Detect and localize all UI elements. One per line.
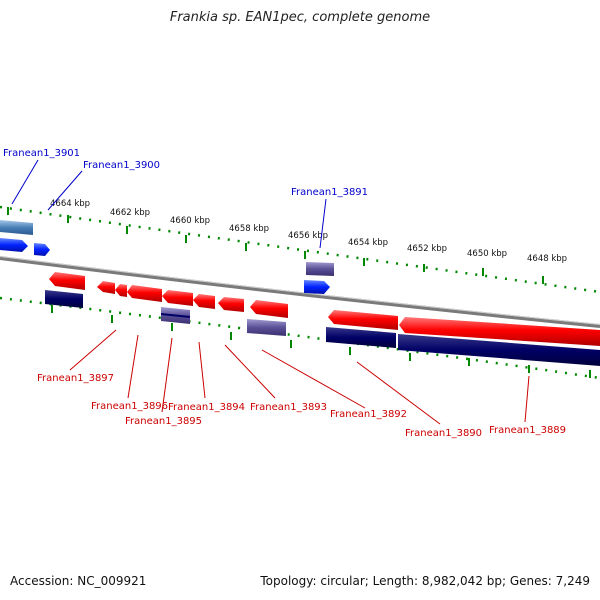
lower-major-ticks: [51, 305, 591, 378]
forward-strand-features: [0, 220, 334, 294]
gene-block: [398, 334, 600, 366]
gene-label-franean1-3893: Franean1_3893: [250, 402, 327, 413]
gene-label-franean1-3891: Franean1_3891: [291, 187, 368, 198]
top-gene-labels: Franean1_3901 Franean1_3900 Franean1_389…: [3, 148, 368, 198]
gene-label-franean1-3896: Franean1_3896: [91, 401, 168, 412]
bottom-gene-labels: Franean1_3897 Franean1_3896 Franean1_389…: [37, 373, 566, 439]
scale-labels: 4664 kbp 4662 kbp 4660 kbp 4658 kbp 4656…: [50, 199, 567, 264]
gene-arrow: [97, 281, 115, 294]
tick-label: 4648 kbp: [527, 254, 567, 264]
gene-block: [0, 220, 33, 235]
gene-label-franean1-3900: Franean1_3900: [83, 160, 160, 171]
tick-label: 4654 kbp: [348, 238, 388, 248]
tick-label: 4664 kbp: [50, 199, 90, 209]
gene-block: [326, 327, 396, 348]
gene-arrow: [115, 284, 127, 297]
top-leader-lines: [11, 159, 327, 249]
accession-text: Accession: NC_009921: [10, 574, 147, 588]
gene-label-franean1-3890: Franean1_3890: [405, 428, 482, 439]
genome-title: Frankia sp. EAN1pec, complete genome: [169, 10, 431, 25]
gene-arrow: [218, 297, 244, 312]
reverse-strand-features: [45, 272, 600, 366]
tick-label: 4662 kbp: [110, 208, 150, 218]
gene-arrow: [328, 310, 398, 330]
bottom-leader-lines: [69, 329, 530, 425]
gene-label-franean1-3895: Franean1_3895: [125, 416, 202, 427]
genome-backbone: [0, 256, 600, 328]
gene-label-franean1-3892: Franean1_3892: [330, 409, 407, 420]
gene-block: [306, 262, 334, 276]
gene-block: [247, 319, 286, 336]
gene-arrow: [34, 243, 50, 256]
tick-label: 4660 kbp: [170, 216, 210, 226]
gene-arrow: [250, 300, 288, 318]
gene-arrow: [399, 317, 600, 346]
gene-label-franean1-3897: Franean1_3897: [37, 373, 114, 384]
tick-label: 4650 kbp: [467, 249, 507, 259]
gene-arrow: [304, 280, 330, 294]
genome-summary-text: Topology: circular; Length: 8,982,042 bp…: [260, 574, 590, 588]
tick-label: 4652 kbp: [407, 244, 447, 254]
gene-arrow: [162, 290, 193, 306]
gene-label-franean1-3894: Franean1_3894: [168, 402, 245, 413]
gene-arrow: [193, 294, 215, 309]
gene-label-franean1-3889: Franean1_3889: [489, 425, 566, 436]
tick-label: 4656 kbp: [288, 231, 328, 241]
tick-label: 4658 kbp: [229, 224, 269, 234]
gene-arrow: [0, 238, 28, 252]
gene-arrow: [49, 272, 85, 290]
upper-scale-line: [0, 205, 600, 294]
gene-arrow: [127, 285, 162, 302]
lower-scale-line: [0, 296, 600, 380]
upper-major-ticks: [7, 207, 544, 284]
gene-block: [45, 290, 83, 308]
gene-label-franean1-3901: Franean1_3901: [3, 148, 80, 159]
